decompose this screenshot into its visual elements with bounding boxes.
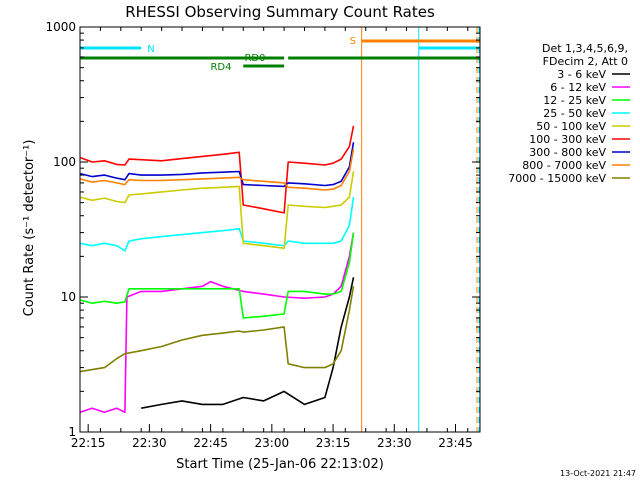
legend-entry-label-6: 300 - 800 keV	[529, 146, 606, 159]
x-tick-label: 23:00	[255, 436, 290, 450]
y-axis-label: Count Rate (s⁻¹ detector⁻¹)	[22, 140, 37, 317]
series-line-1	[79, 232, 355, 414]
series-line-8	[79, 286, 355, 373]
series-line-4	[79, 171, 355, 249]
x-tick-label: 23:45	[438, 436, 473, 450]
x-tick-label: 23:15	[316, 436, 351, 450]
y-tick-label: 1000	[45, 20, 76, 34]
x-tick-label: 23:30	[377, 436, 412, 450]
series-line-3	[79, 196, 355, 252]
rd0-label: RD0	[244, 53, 265, 64]
annotations: N S RD0 RD4	[147, 36, 356, 73]
legend-header-line-2: FDecim 2, Att 0	[543, 55, 628, 68]
legend-entry-label-7: 800 - 7000 keV	[522, 159, 606, 172]
rd4-label: RD4	[210, 62, 231, 73]
x-tick-label: 22:45	[193, 436, 228, 450]
plot-frame	[79, 26, 481, 433]
legend: Det 1,3,4,5,6,9,FDecim 2, Att 03 - 6 keV…	[508, 42, 630, 185]
y-tick-label: 100	[53, 155, 76, 169]
legend-entry-label-5: 100 - 300 keV	[529, 133, 606, 146]
legend-entry-label-8: 7000 - 15000 keV	[508, 172, 606, 185]
series-line-6	[79, 142, 355, 188]
y-tick-label: 10	[61, 290, 76, 304]
series-line-0	[141, 277, 355, 409]
x-axis-label: Start Time (25-Jan-06 22:13:02)	[176, 457, 384, 472]
chart-title: RHESSI Observing Summary Count Rates	[125, 3, 435, 21]
series-line-5	[79, 125, 355, 214]
series-line-7	[79, 148, 355, 191]
saa-label: S	[350, 36, 356, 47]
legend-entry-label-4: 50 - 100 keV	[536, 120, 606, 133]
x-tick-label: 22:30	[132, 436, 167, 450]
tick-labels: 22:15 22:30 22:45 23:00 23:15 23:30 23:45 1 10 10…	[45, 20, 472, 450]
series-lines	[79, 125, 355, 414]
legend-entry-label-2: 12 - 25 keV	[543, 94, 606, 107]
footer-date: 13-Oct-2021 21:47	[560, 469, 636, 478]
legend-entry-label-3: 25 - 50 keV	[543, 107, 606, 120]
x-tick-label: 22:15	[71, 436, 106, 450]
night-label: N	[147, 44, 154, 55]
series-line-2	[79, 232, 355, 319]
axes	[79, 26, 481, 433]
y-tick-label: 1	[68, 425, 76, 439]
legend-header-line-1: Det 1,3,4,5,6,9,	[542, 42, 628, 55]
legend-entry-label-1: 6 - 12 keV	[550, 81, 606, 94]
legend-entry-label-0: 3 - 6 keV	[557, 68, 606, 81]
